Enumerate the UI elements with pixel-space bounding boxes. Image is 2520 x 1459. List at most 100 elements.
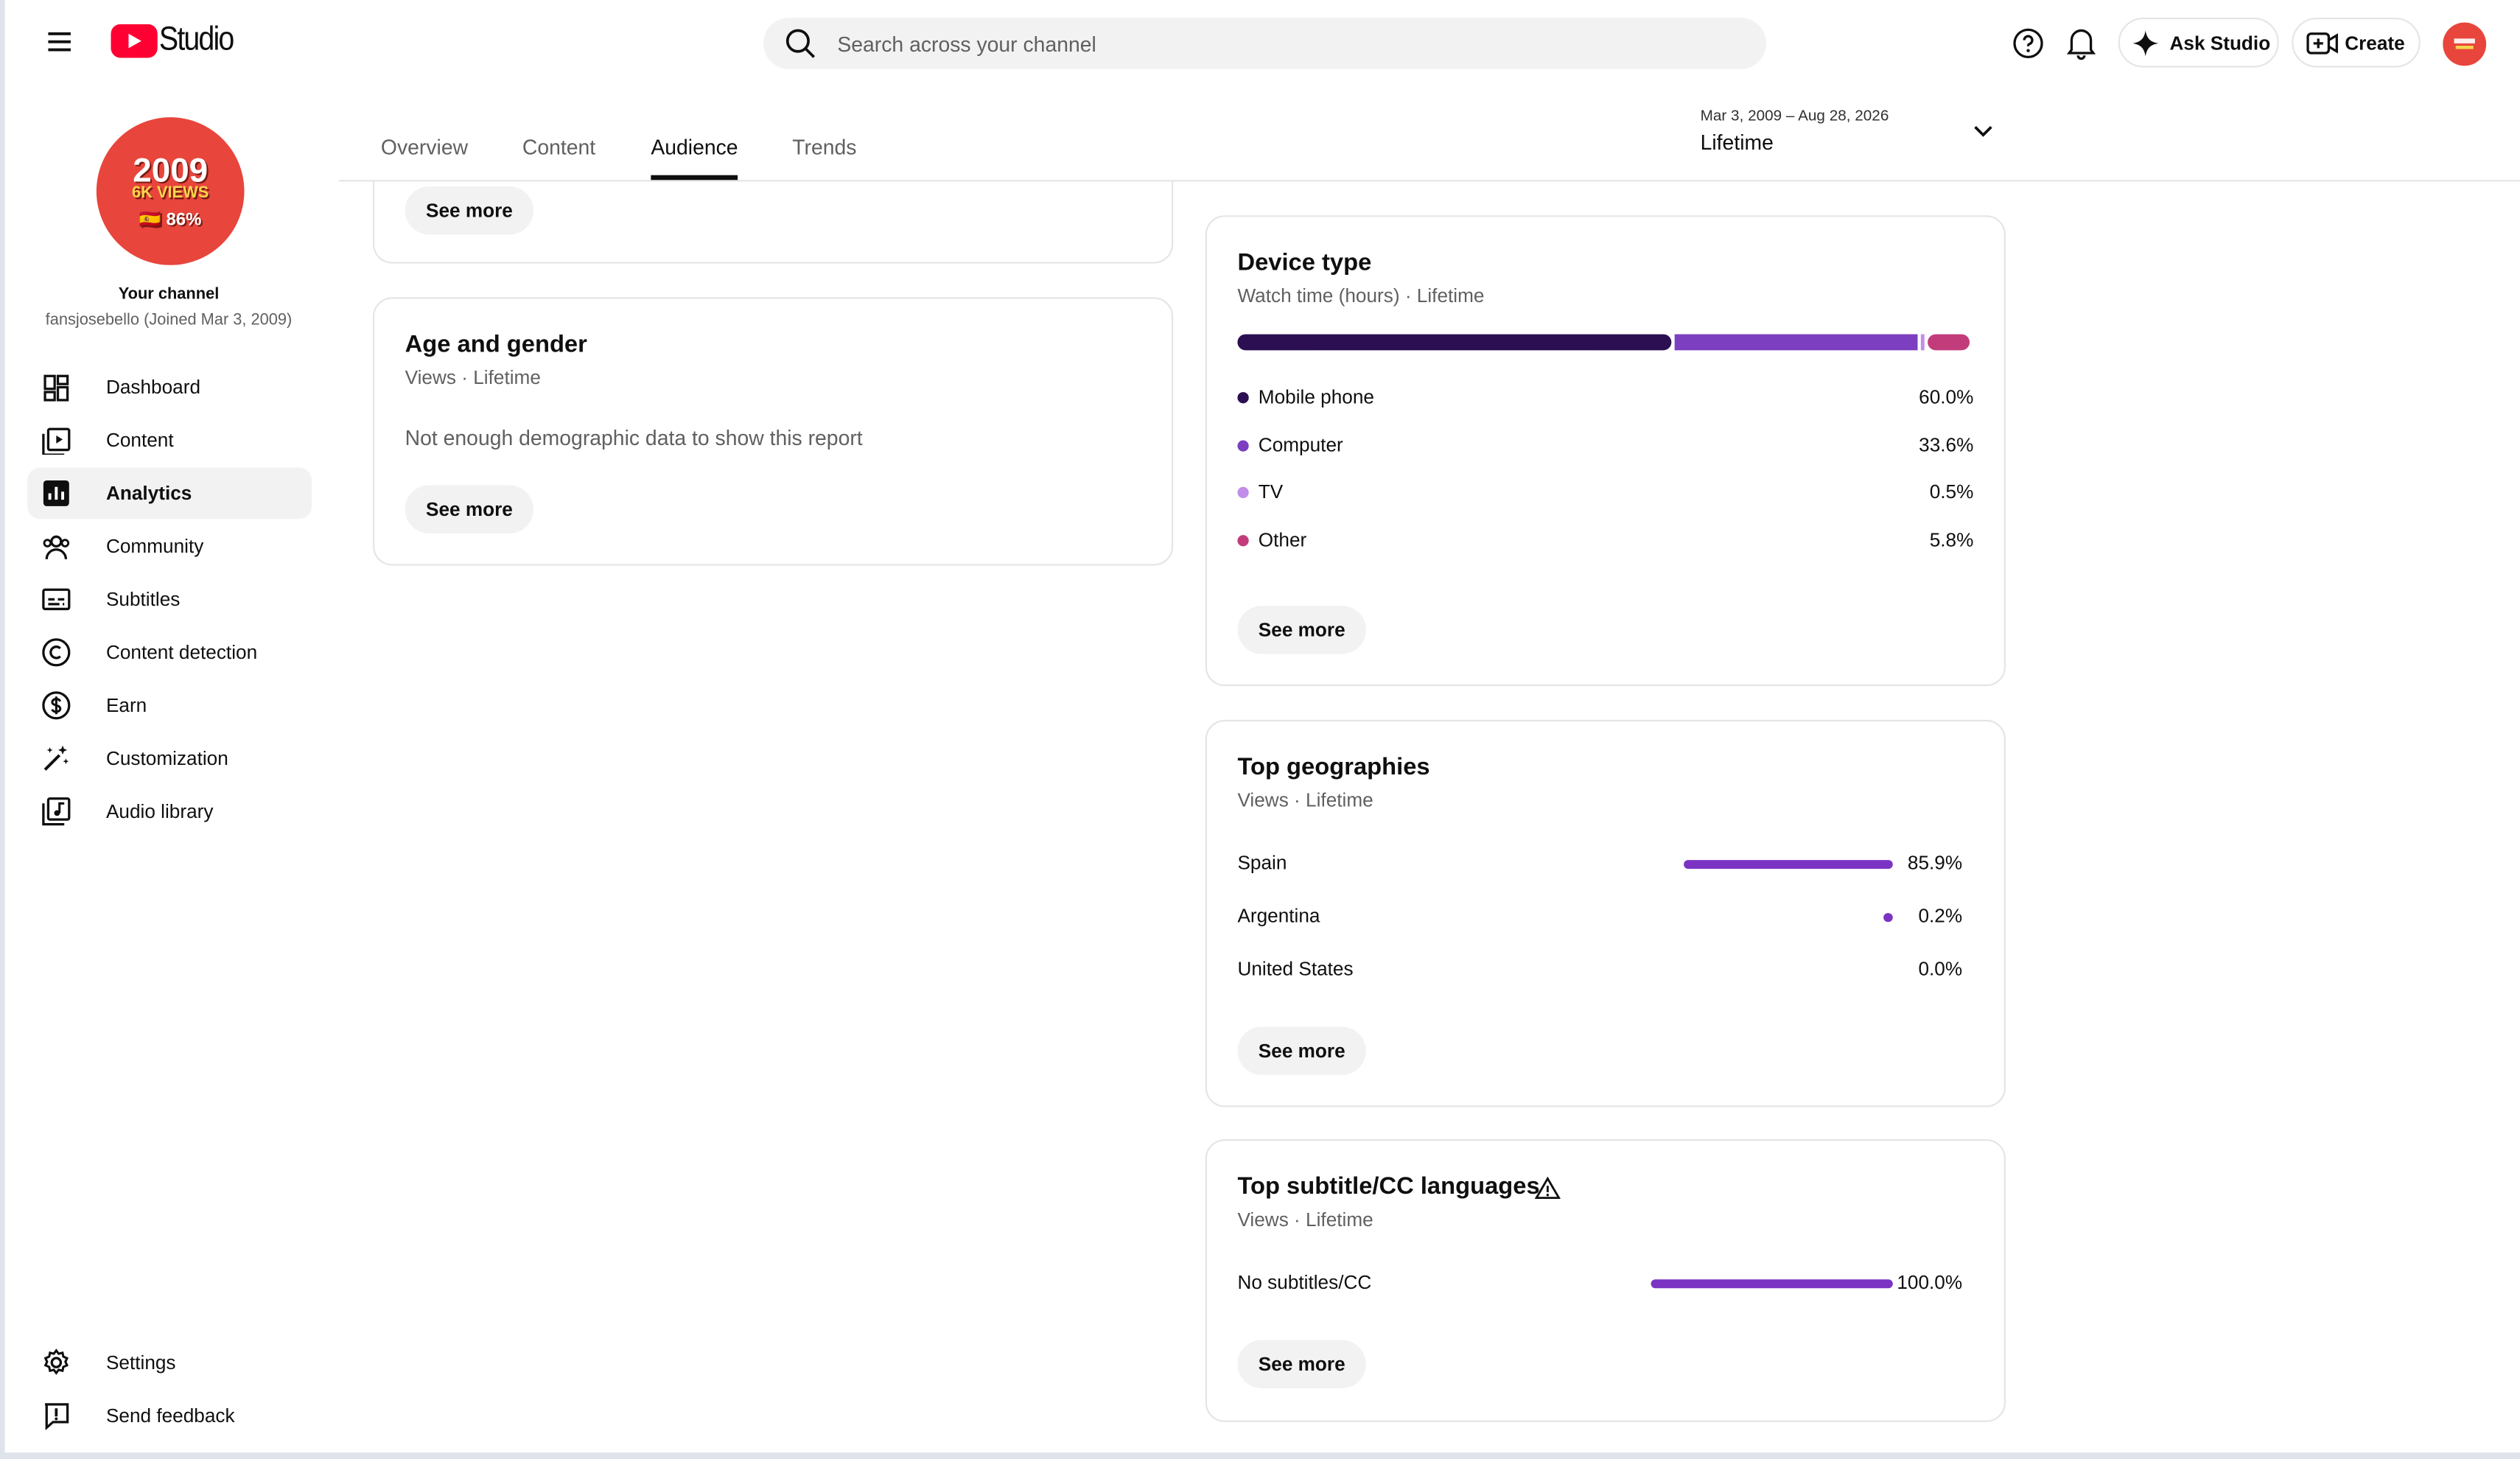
row-value: 0.2% xyxy=(1918,904,1963,928)
nav-icon xyxy=(42,638,71,667)
nav-label: Send feedback xyxy=(105,1404,235,1427)
previous-card: See more xyxy=(373,181,1174,264)
legend-dot xyxy=(1237,535,1249,547)
nav-label: Analytics xyxy=(105,482,192,505)
row-bar xyxy=(1641,962,1898,979)
nav-icon xyxy=(43,374,69,402)
tabs-bar xyxy=(339,83,2520,182)
nav-label: Earn xyxy=(105,694,147,717)
share-segment xyxy=(1674,334,1918,351)
card-subtitle: Watch time (hours) · Lifetime xyxy=(1237,284,1485,307)
nav-item[interactable]: Audio library xyxy=(27,786,312,837)
logo-text[interactable]: Studio xyxy=(158,21,234,58)
help-button[interactable] xyxy=(2012,27,2045,60)
nav-icon xyxy=(45,1403,69,1430)
device-share-bar xyxy=(1237,334,1970,351)
row-name: Argentina xyxy=(1237,904,1320,928)
nav-item[interactable]: Send feedback xyxy=(27,1390,312,1441)
legend-dot xyxy=(1237,392,1249,404)
nav-label: Dashboard xyxy=(105,376,201,399)
legend-value: 0.5% xyxy=(1929,480,1974,504)
empty-message: Not enough demographic data to show this… xyxy=(405,425,863,450)
see-more-button[interactable]: See more xyxy=(1237,1340,1367,1389)
nav-item[interactable]: Earn xyxy=(27,679,312,731)
device-type-card: Device type Watch time (hours) · Lifetim… xyxy=(1205,215,2006,687)
nav-item[interactable]: Settings xyxy=(27,1337,312,1388)
notifications-button[interactable] xyxy=(2065,26,2098,61)
row-bar xyxy=(1651,1279,1893,1289)
ask-studio-button[interactable]: Ask Studio xyxy=(2118,17,2279,68)
nav-icon xyxy=(43,535,70,559)
nav-item[interactable]: Analytics xyxy=(27,467,312,519)
date-range[interactable]: Mar 3, 2009 – Aug 28, 2026 xyxy=(1700,108,1889,126)
row-value: 0.0% xyxy=(1918,957,1963,981)
nav-label: Subtitles xyxy=(105,588,181,611)
date-range-label[interactable]: Lifetime xyxy=(1700,130,1774,155)
channel-title: Your channel xyxy=(118,286,220,304)
tab[interactable]: Content xyxy=(522,135,596,159)
share-segment xyxy=(1920,334,1925,351)
legend-name: TV xyxy=(1258,480,1284,504)
nav-label: Customization xyxy=(105,746,228,770)
logo-icon[interactable] xyxy=(111,24,158,60)
nav-icon xyxy=(43,745,69,771)
age-gender-card: Age and gender Views · Lifetime Not enou… xyxy=(373,297,1174,566)
nav-label: Audio library xyxy=(105,800,214,823)
create-icon xyxy=(2306,32,2338,55)
search-icon xyxy=(785,29,816,58)
see-more-button[interactable]: See more xyxy=(405,186,534,235)
nav-item[interactable]: Content detection xyxy=(27,626,312,678)
warning-icon[interactable] xyxy=(1534,1176,1561,1200)
nav-item[interactable]: Subtitles xyxy=(27,573,312,625)
legend-name: Other xyxy=(1258,528,1307,552)
see-more-button[interactable]: See more xyxy=(405,485,534,533)
search-placeholder: Search across your channel xyxy=(837,32,1096,57)
list-row: United States 0.0% xyxy=(1237,958,1962,984)
tab[interactable]: Audience xyxy=(651,135,738,159)
channel-subtitle: fansjosebello (Joined Mar 3, 2009) xyxy=(45,312,293,330)
account-avatar[interactable] xyxy=(2443,22,2487,66)
nav-item[interactable]: Community xyxy=(27,521,312,573)
row-bar xyxy=(1684,860,1893,870)
nav-icon xyxy=(42,797,71,826)
search-box[interactable]: Search across your channel xyxy=(763,17,1767,69)
row-value: 85.9% xyxy=(1907,851,1963,875)
sparkle-icon xyxy=(2132,30,2159,57)
nav-icon xyxy=(42,691,71,720)
nav-item[interactable]: Customization xyxy=(27,732,312,784)
legend-name: Computer xyxy=(1258,433,1343,456)
row-name: United States xyxy=(1237,957,1354,981)
channel-avatar[interactable]: 2009 6K VIEWS 🇪🇸 86% xyxy=(96,117,245,265)
row-name: Spain xyxy=(1237,851,1287,875)
tab[interactable]: Trends xyxy=(792,135,857,159)
legend-row: Computer 33.6% xyxy=(1237,433,1973,459)
nav-label: Settings xyxy=(105,1351,176,1374)
nav-icon xyxy=(43,480,69,506)
nav-item[interactable]: Content xyxy=(27,415,312,466)
see-more-button[interactable]: See more xyxy=(1237,606,1367,654)
tab-underline xyxy=(651,175,738,181)
legend-value: 33.6% xyxy=(1919,433,1974,456)
top-geographies-card: Top geographies Views · Lifetime See mor… xyxy=(1205,719,2006,1108)
see-more-button[interactable]: See more xyxy=(1237,1026,1367,1075)
card-title: Device type xyxy=(1237,248,1372,277)
tab[interactable]: Overview xyxy=(380,135,469,159)
create-button[interactable]: Create xyxy=(2292,17,2421,68)
legend-value: 60.0% xyxy=(1919,385,1974,408)
legend-value: 5.8% xyxy=(1929,528,1974,552)
nav-icon xyxy=(42,588,71,611)
nav-item[interactable]: Dashboard xyxy=(27,362,312,413)
card-title: Top geographies xyxy=(1237,753,1430,781)
legend-row: TV 0.5% xyxy=(1237,481,1973,507)
card-subtitle: Views · Lifetime xyxy=(1237,788,1373,812)
legend-dot xyxy=(1237,439,1249,452)
date-range-dropdown[interactable] xyxy=(1972,122,1995,141)
nav-label: Content detection xyxy=(105,641,258,664)
menu-button[interactable] xyxy=(45,27,74,56)
nav-icon xyxy=(43,1348,69,1375)
legend-dot xyxy=(1237,487,1249,499)
row-bar xyxy=(1883,913,1893,923)
card-subtitle: Views · Lifetime xyxy=(405,366,541,389)
